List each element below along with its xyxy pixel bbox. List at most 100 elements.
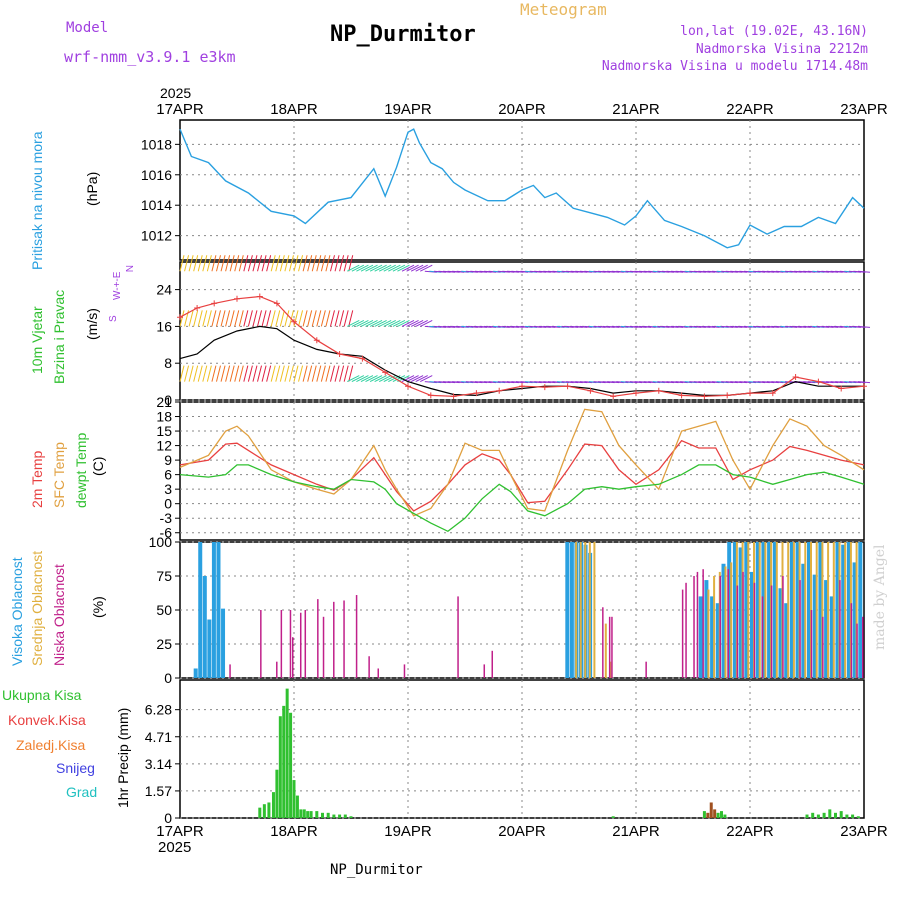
wind-barb	[369, 264, 383, 272]
temperature-ytick-label: 21	[156, 394, 172, 410]
precip-bar	[713, 809, 717, 818]
cloud-bar	[602, 607, 604, 678]
cloud-bar	[193, 668, 198, 678]
model-elevation-text: Nadmorska Visina u modelu 1714.48m	[601, 59, 868, 74]
cloud-bar	[795, 542, 800, 678]
cloud-bar	[604, 623, 607, 678]
wind-barb	[266, 255, 272, 272]
precip-bar	[321, 812, 324, 818]
wind-barb	[343, 255, 349, 272]
wind-ytick-label: 16	[156, 318, 172, 334]
y-tick-labels: 1012101410161018081624-6-303691215182102…	[141, 136, 172, 826]
cloud-bar	[584, 542, 587, 678]
cloud-unit: (%)	[90, 596, 106, 618]
wind-barb	[383, 375, 396, 383]
pressure-ytick-label: 1012	[141, 228, 172, 244]
top-date-18apr: 18APR	[270, 101, 318, 118]
cloud-bar	[702, 569, 704, 678]
wind-barb	[279, 310, 285, 327]
precip-bar	[816, 814, 820, 818]
wind-barb	[374, 375, 387, 383]
cloud-high-label: Visoka Oblacnost	[9, 557, 25, 666]
precip-hail-label: Grad	[66, 784, 97, 800]
wind-barb	[420, 375, 433, 383]
pressure-panel	[179, 128, 865, 249]
wind-gust-marker	[256, 293, 263, 300]
wind-barb	[179, 310, 185, 327]
cloud-bar	[276, 661, 278, 678]
cloud-bar	[715, 603, 720, 678]
wind-barb	[392, 319, 406, 327]
wind-barb	[275, 255, 281, 272]
cloud-bar	[850, 603, 853, 678]
wind-barb	[279, 365, 285, 382]
wind-barb	[275, 310, 281, 327]
model-label: Model	[66, 20, 109, 36]
wind-gust-marker	[291, 318, 297, 325]
wind-barb	[211, 310, 217, 327]
cloud-bar	[787, 542, 790, 678]
wind-barb	[325, 365, 331, 382]
wind-barb	[234, 310, 240, 327]
wind-ytick-label: 8	[164, 355, 172, 371]
cloud-bar	[280, 610, 283, 678]
precip-total-label: Ukupna Kisa	[2, 687, 82, 703]
wind-barb	[284, 365, 290, 382]
wind-barb	[257, 255, 263, 272]
wind-barb	[383, 264, 396, 272]
wind-gust-marker	[633, 390, 639, 397]
wind-barb	[348, 310, 354, 327]
cloud-bar	[750, 571, 754, 678]
wind-gust-marker	[336, 351, 343, 357]
wind-barb	[343, 365, 349, 382]
wind-barb	[351, 375, 365, 383]
temp-unit: (C)	[90, 457, 106, 476]
cloud-bar	[778, 588, 783, 678]
temperature-ytick-label: -6	[160, 525, 173, 541]
wind-barb	[360, 264, 374, 272]
wind-barb	[351, 264, 365, 272]
temperature-ytick-label: 18	[156, 409, 172, 425]
cloud-bar	[710, 596, 715, 678]
clouds-ytick-label: 0	[164, 670, 172, 686]
wind-barb	[397, 264, 410, 272]
precip-bar	[839, 811, 843, 818]
pressure-ytick-label: 1016	[141, 167, 172, 183]
cloud-bar	[852, 562, 857, 678]
wind-barb	[329, 310, 335, 327]
cloud-bar	[789, 542, 794, 678]
cloud-bar	[355, 595, 358, 678]
cloud-bar	[229, 664, 231, 678]
wind-barb	[307, 310, 313, 327]
wind-unit: (m/s)	[84, 308, 100, 340]
wind-barb	[420, 319, 433, 327]
cloud-bar	[377, 668, 379, 678]
temp-dew-label: dewpt Temp	[73, 433, 89, 508]
cloud-bar	[812, 574, 817, 678]
year-top: 2025	[160, 85, 191, 101]
wind-barb	[857, 325, 871, 328]
wind-barb	[206, 365, 212, 382]
wind-barb	[339, 365, 345, 382]
dir-s: S	[108, 315, 119, 322]
precip-ytick-label: 1.57	[145, 783, 172, 799]
wind-barb	[257, 365, 263, 382]
wind-gust-marker	[427, 392, 434, 399]
wind-title-2: Brzina i Pravac	[51, 290, 67, 384]
wind-barb	[193, 255, 199, 272]
precip-bar	[856, 816, 860, 818]
wind-barb	[378, 264, 392, 272]
wind-barb	[238, 255, 244, 272]
clouds-ytick-label: 50	[156, 602, 172, 618]
wind-barb	[401, 319, 415, 327]
cloud-bar	[818, 542, 823, 678]
wind-barb	[202, 310, 208, 327]
wind-barb	[197, 255, 203, 272]
cloud-bar	[764, 542, 767, 678]
wind-barb	[348, 255, 354, 272]
wind-gust-marker	[701, 393, 708, 400]
wind-gust-marker	[792, 374, 799, 380]
cloud-bar	[758, 542, 761, 678]
wind-barb	[410, 319, 424, 327]
precip-bar	[822, 812, 826, 818]
